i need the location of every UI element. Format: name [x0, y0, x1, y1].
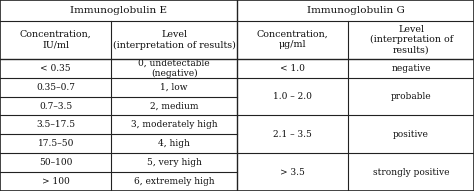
- Text: 50–100: 50–100: [39, 158, 73, 167]
- Text: strongly positive: strongly positive: [373, 168, 449, 177]
- Text: 2, medium: 2, medium: [150, 102, 199, 111]
- Text: Level
(interpretation of results): Level (interpretation of results): [113, 30, 236, 49]
- Text: > 3.5: > 3.5: [280, 168, 305, 177]
- Text: < 1.0: < 1.0: [280, 64, 305, 73]
- Text: > 100: > 100: [42, 177, 70, 186]
- Text: 4, high: 4, high: [158, 139, 190, 148]
- Text: < 0.35: < 0.35: [40, 64, 71, 73]
- Text: Immunoglobulin E: Immunoglobulin E: [70, 6, 167, 15]
- Text: 0.35–0.7: 0.35–0.7: [36, 83, 75, 92]
- Text: 2.1 – 3.5: 2.1 – 3.5: [273, 130, 312, 139]
- Text: 5, very high: 5, very high: [147, 158, 201, 167]
- Text: 3.5–17.5: 3.5–17.5: [36, 120, 75, 129]
- Text: Immunoglobulin G: Immunoglobulin G: [307, 6, 404, 15]
- Text: Level
(interpretation of
results): Level (interpretation of results): [370, 25, 453, 55]
- Text: 3, moderately high: 3, moderately high: [131, 120, 218, 129]
- Text: 1.0 – 2.0: 1.0 – 2.0: [273, 92, 312, 101]
- Text: Concentration,
μg/ml: Concentration, μg/ml: [257, 30, 328, 49]
- Text: probable: probable: [391, 92, 431, 101]
- Text: negative: negative: [392, 64, 431, 73]
- Text: 17.5–50: 17.5–50: [37, 139, 74, 148]
- Text: 0.7–3.5: 0.7–3.5: [39, 102, 73, 111]
- Text: Concentration,
IU/ml: Concentration, IU/ml: [20, 30, 91, 49]
- Text: 0, undetectable
(negative): 0, undetectable (negative): [138, 58, 210, 78]
- Text: 6, extremely high: 6, extremely high: [134, 177, 215, 186]
- Text: 1, low: 1, low: [160, 83, 188, 92]
- Text: positive: positive: [393, 130, 429, 139]
